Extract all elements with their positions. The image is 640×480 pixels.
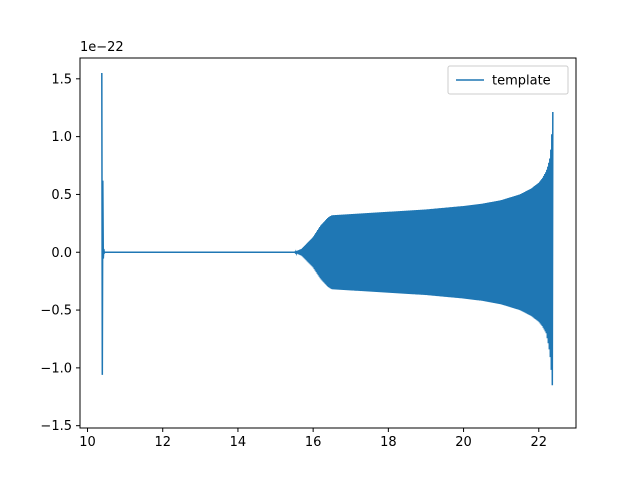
- x-tick-label: 22: [530, 435, 547, 450]
- y-tick-label: 0.0: [51, 246, 72, 261]
- plot-area: [101, 73, 554, 386]
- y-tick-label: 1.0: [51, 130, 72, 145]
- y-axis: −1.5 −1.0 −0.5 0.0 0.5 1.0 1.5: [40, 72, 80, 434]
- y-tick-label: −1.0: [40, 361, 72, 376]
- x-tick-label: 18: [380, 435, 397, 450]
- x-tick-label: 12: [154, 435, 171, 450]
- legend-label-template: template: [492, 74, 551, 89]
- x-tick-label: 16: [305, 435, 322, 450]
- y-tick-label: −0.5: [40, 304, 72, 319]
- x-tick-label: 10: [79, 435, 96, 450]
- legend: template: [447, 65, 569, 95]
- y-tick-label: 1.5: [51, 72, 72, 87]
- axes-frame: [79, 57, 577, 429]
- x-tick-label: 14: [230, 435, 247, 450]
- x-axis: 10 12 14 16 18 20 22: [79, 428, 547, 450]
- y-tick-label: 0.5: [51, 188, 72, 203]
- x-tick-label: 20: [455, 435, 472, 450]
- y-tick-label: −1.5: [40, 419, 72, 434]
- y-offset-text: 1e−22: [80, 40, 124, 55]
- legend-box: [447, 65, 569, 95]
